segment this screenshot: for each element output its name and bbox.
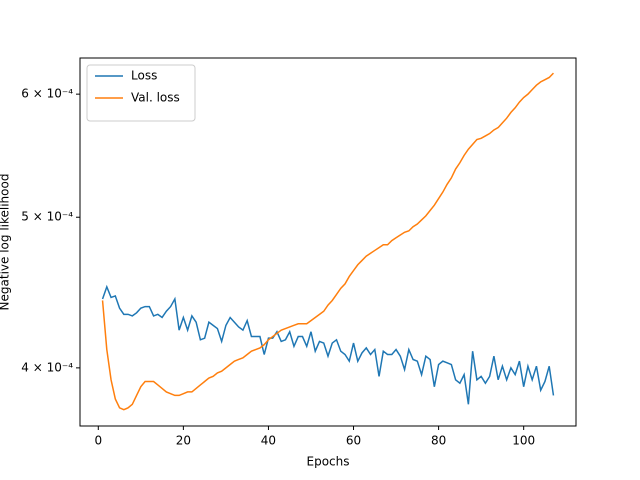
x-axis-label: Epochs bbox=[307, 455, 350, 469]
plot-frame bbox=[79, 57, 577, 427]
y-tick-label: 4 × 10⁻⁴ bbox=[21, 360, 73, 374]
y-axis-label: Negative log likelihood bbox=[0, 174, 12, 311]
legend-box bbox=[86, 64, 196, 122]
series-line bbox=[101, 284, 555, 405]
y-tick-label: 6 × 10⁻⁴ bbox=[21, 87, 73, 101]
series-line bbox=[101, 72, 554, 411]
x-tick-label: 60 bbox=[346, 434, 361, 448]
x-tick-label: 40 bbox=[261, 434, 276, 448]
x-tick-label: 0 bbox=[94, 434, 102, 448]
x-tick-label: 20 bbox=[176, 434, 191, 448]
y-tick-label: 5 × 10⁻⁴ bbox=[21, 210, 73, 224]
x-tick-label: 100 bbox=[512, 434, 535, 448]
legend-label: Loss bbox=[131, 69, 157, 83]
x-tick-label: 80 bbox=[431, 434, 446, 448]
legend-label: Val. loss bbox=[131, 91, 180, 105]
